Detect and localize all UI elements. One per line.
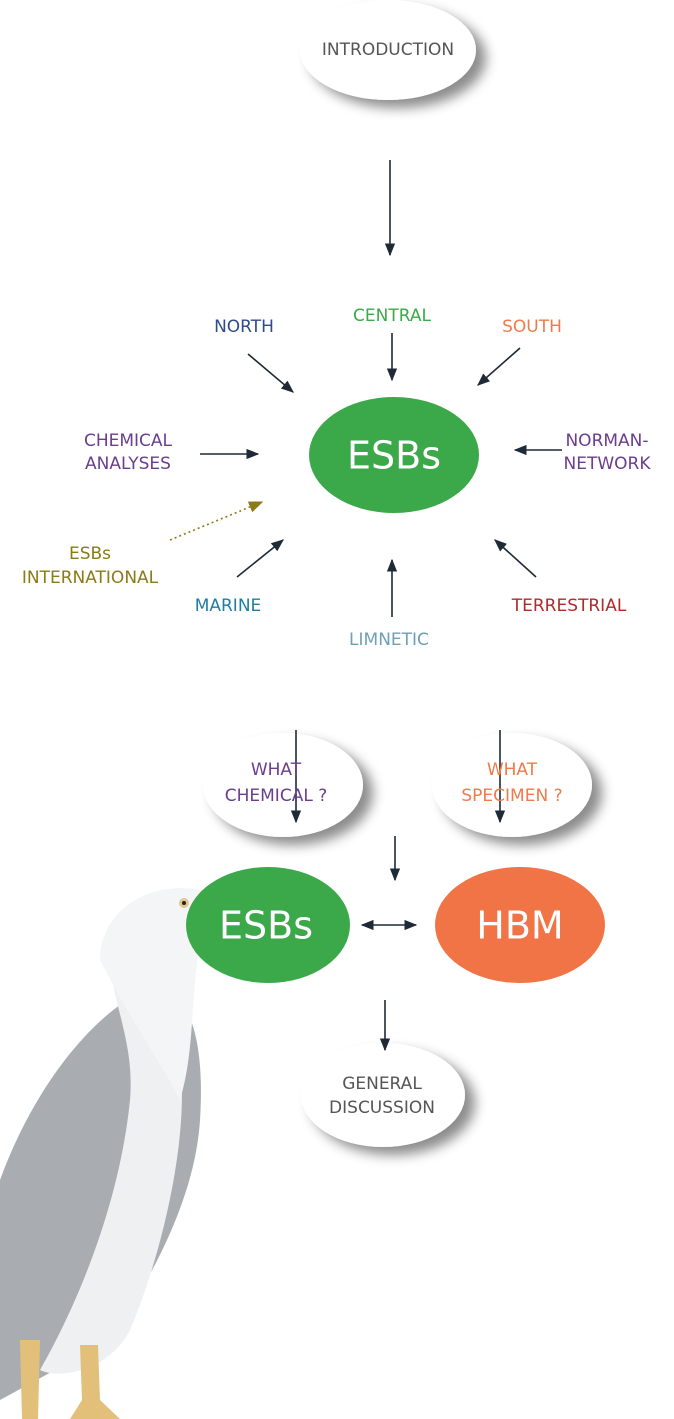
discussion-ellipse (301, 1043, 465, 1147)
diagram: INTRODUCTION NORTH CENTRAL SOUTH CHEMICA… (0, 0, 674, 1419)
arrow (237, 540, 283, 577)
node-label: SPECIMEN ? (461, 786, 562, 806)
node-label: CHEMICAL ? (225, 786, 327, 806)
page: {"nodes": [ {"lines": ["INTRODUCTION"]},… (0, 0, 674, 1419)
node-label: CENTRAL (353, 306, 431, 326)
node-label: ESBs (219, 904, 313, 948)
node-label: WHAT (251, 760, 302, 780)
arrow (478, 348, 520, 385)
dotted-arrow (170, 502, 262, 540)
node-label: ANALYSES (85, 454, 171, 474)
chemical-ellipse (203, 733, 363, 837)
node-label: NORTH (214, 317, 274, 337)
node-label: INTRODUCTION (322, 40, 454, 60)
node-label: MARINE (195, 596, 262, 616)
node-label: ESBs (347, 434, 441, 478)
node-label: LIMNETIC (349, 630, 429, 650)
arrow (248, 354, 293, 392)
node-label: CHEMICAL (84, 431, 173, 451)
arrow (495, 540, 536, 577)
node-label: INTERNATIONAL (22, 568, 159, 588)
node-label: ESBs (69, 544, 111, 564)
node-label: SOUTH (502, 317, 562, 337)
node-label: GENERAL (342, 1074, 422, 1094)
node-label: HBM (476, 904, 563, 948)
node-label: TERRESTRIAL (511, 596, 627, 616)
node-label: NETWORK (564, 454, 652, 474)
node-label: NORMAN- (565, 431, 648, 451)
specimen-ellipse (432, 733, 592, 837)
node-label: WHAT (487, 760, 538, 780)
node-label: DISCUSSION (329, 1098, 435, 1118)
